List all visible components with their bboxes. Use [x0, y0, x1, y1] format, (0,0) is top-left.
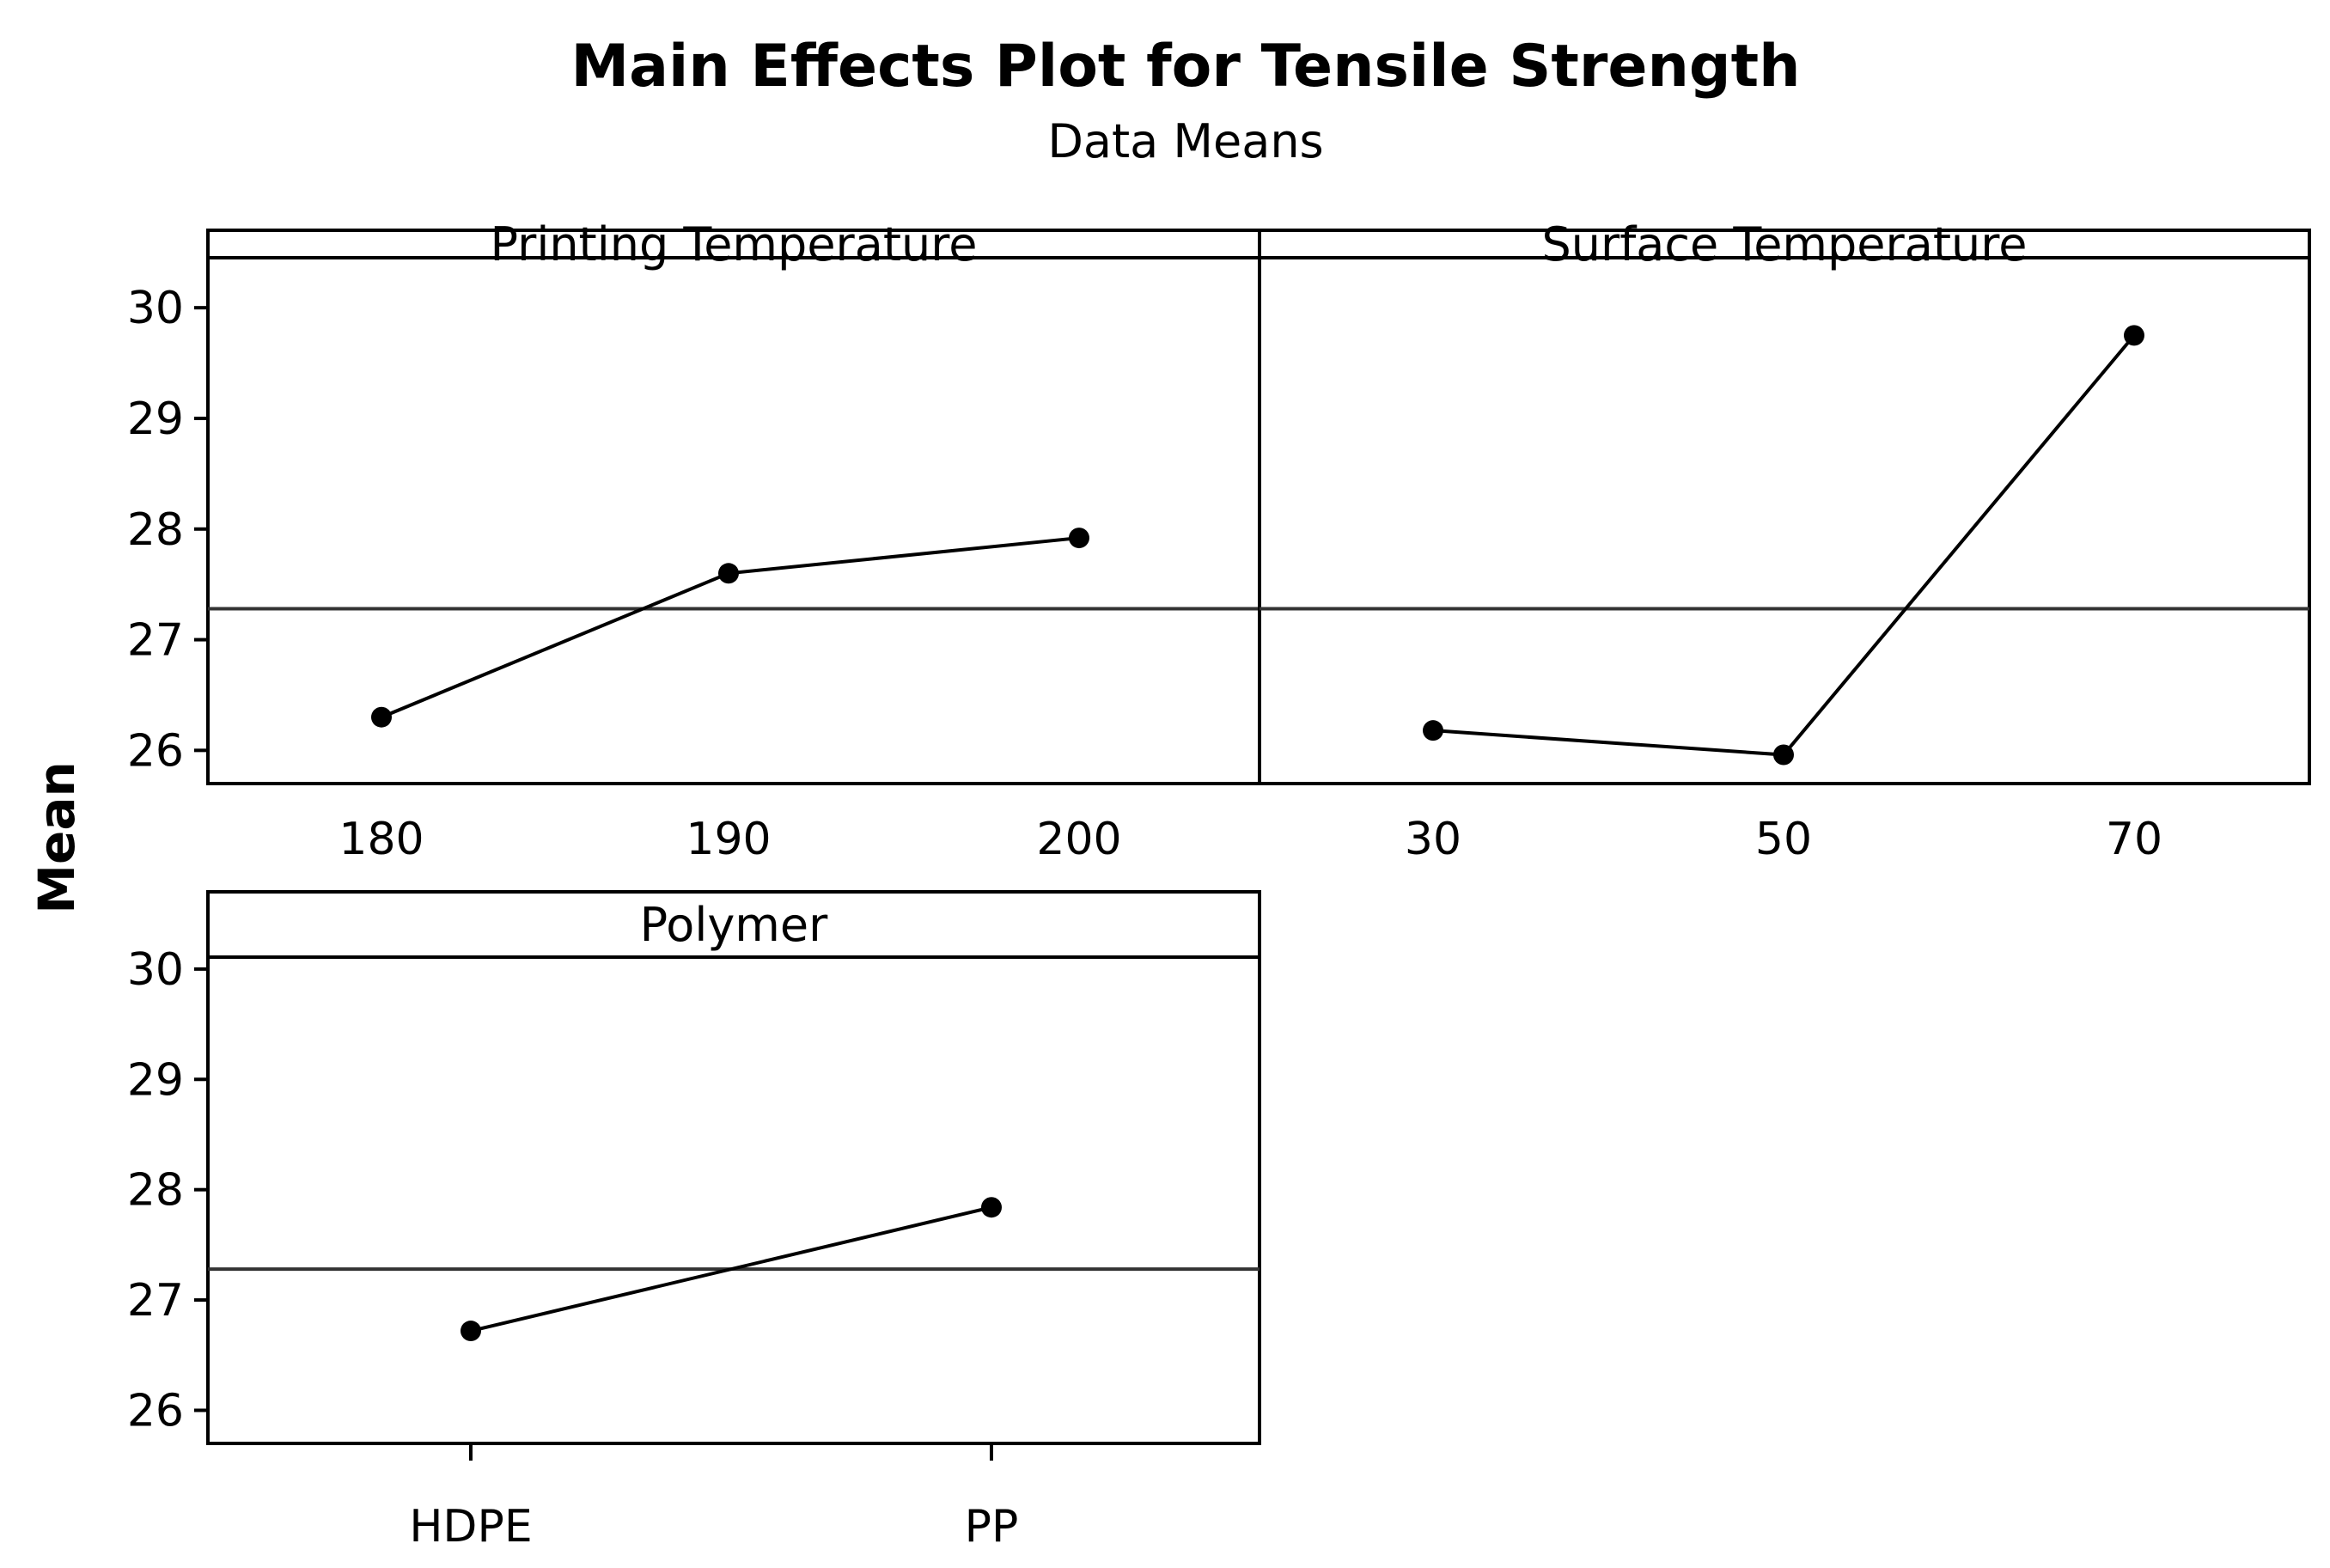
panel-frame: [206, 229, 1261, 785]
panel-0: Printing Temperature 26 27 28 29 30 180 190 200: [127, 217, 1261, 865]
data-point: [371, 706, 392, 728]
series-line: [1432, 334, 2136, 757]
data-point: [2124, 325, 2144, 346]
data-point: [461, 1321, 481, 1342]
x-tick-label: 200: [1036, 814, 1121, 865]
panel-strip-label: Surface Temperature: [1542, 217, 2028, 272]
x-tick-label: 180: [339, 814, 424, 865]
y-tick-label: 30: [127, 283, 184, 334]
data-point: [1423, 720, 1443, 741]
x-tick-label: 70: [2106, 814, 2162, 865]
panel-2: Polymer 26 27 28 29 30 HDPE PP: [127, 890, 1261, 1553]
y-tick-label: 26: [127, 725, 184, 777]
x-tick-label: 190: [686, 814, 771, 865]
x-tick-label: PP: [965, 1501, 1019, 1553]
chart-subtitle: Data Means: [1047, 114, 1323, 168]
y-tick-label: 29: [127, 1054, 184, 1106]
panel-frame: [206, 890, 1261, 1445]
data-point: [1069, 528, 1089, 549]
x-tick-label: 50: [1755, 814, 1812, 865]
y-tick-label: 27: [127, 1275, 184, 1327]
panel-strip-label: Printing Temperature: [491, 217, 978, 272]
y-tick-label: 29: [127, 394, 184, 445]
y-tick-label: 27: [127, 615, 184, 667]
panel-frame: [1258, 229, 2311, 785]
y-tick-label: 26: [127, 1385, 184, 1437]
data-point: [1773, 744, 1794, 766]
data-point: [981, 1197, 1002, 1218]
x-tick-label: 30: [1405, 814, 1461, 865]
series-line: [470, 1205, 992, 1333]
data-point: [718, 563, 739, 584]
y-tick-label: 28: [127, 1165, 184, 1217]
panel-1: Surface Temperature 30 50 70: [1258, 217, 2311, 865]
y-axis-label: Mean: [27, 761, 86, 913]
x-tick-label: HDPE: [409, 1501, 532, 1553]
y-tick-label: 28: [127, 504, 184, 556]
panels-layer: Printing Temperature 26 27 28 29 30 180 190 200 S…: [127, 217, 2311, 1553]
panel-strip-label: Polymer: [640, 898, 828, 952]
y-tick-label: 30: [127, 944, 184, 996]
chart-title: Main Effects Plot for Tensile Strength: [570, 33, 1800, 101]
